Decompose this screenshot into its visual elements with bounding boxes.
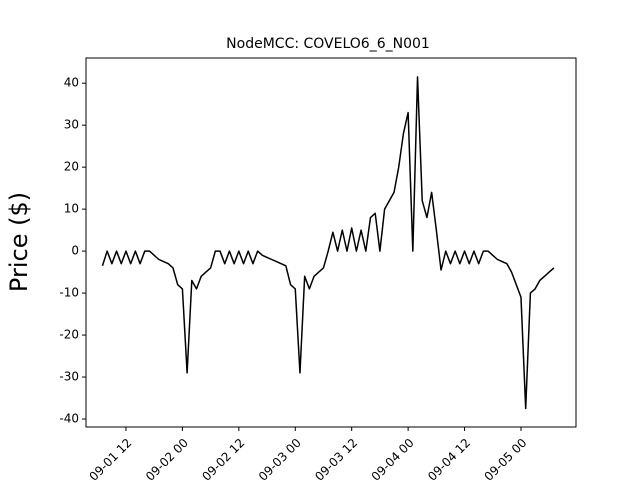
y-tick-label: 20 [64,160,79,174]
x-tick-label: 09-04 12 [425,436,473,480]
y-axis-label: Price ($) [5,192,33,292]
x-tick-label: 09-02 00 [143,436,191,480]
y-tick-label: 40 [64,76,79,90]
chart-title: NodeMCC: COVELO6_6_N001 [226,36,430,52]
x-tick-label: 09-03 12 [312,436,360,480]
plot-frame [85,57,577,428]
y-tick-label: -40 [59,412,79,426]
x-tick-label: 09-04 00 [369,436,417,480]
price-line [101,76,555,410]
y-tick-label: -30 [59,370,79,384]
y-tick-label: 10 [64,202,79,216]
x-tick-label: 09-03 00 [256,436,304,480]
x-tick-label: 09-05 00 [482,436,530,480]
y-tick-label: -10 [59,286,79,300]
x-tick-label: 09-02 12 [199,436,247,480]
y-tick-label: 0 [71,244,79,258]
y-tick-label: 30 [64,118,79,132]
x-tick-label: 09-01 12 [87,436,135,480]
y-tick-label: -20 [59,328,79,342]
